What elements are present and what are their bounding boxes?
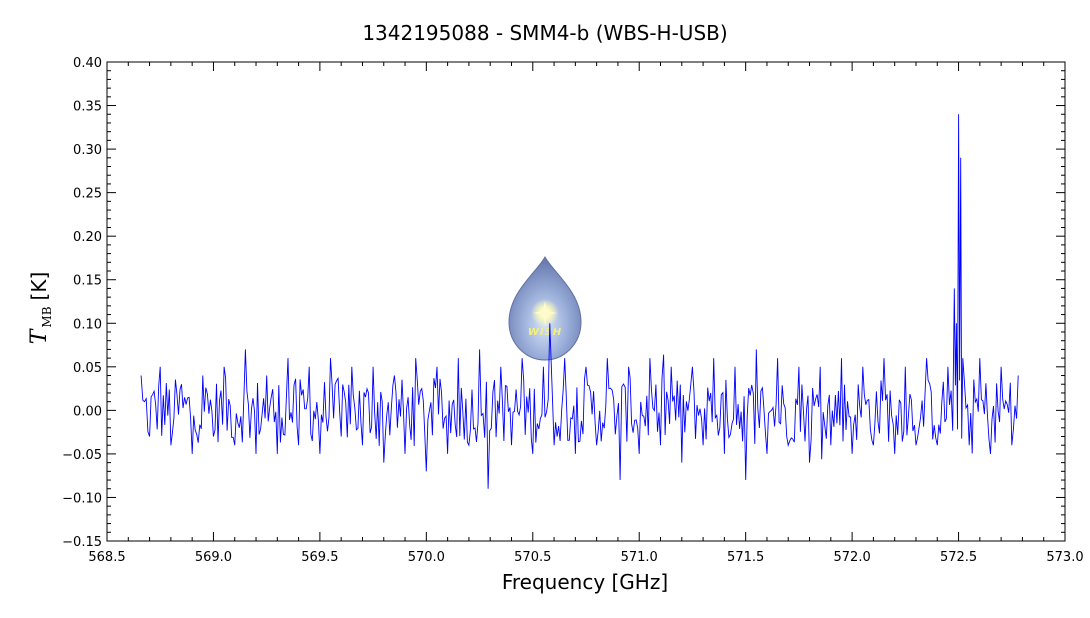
x-tick-label: 570.5	[514, 550, 551, 565]
x-tick-label: 572.0	[834, 550, 871, 565]
plot-frame	[106, 61, 1066, 542]
x-tick-label: 570.0	[408, 550, 445, 565]
x-tick-label: 571.0	[621, 550, 658, 565]
x-axis-title: Frequency [GHz]	[502, 570, 668, 594]
x-tick-label: 569.5	[301, 550, 338, 565]
x-tick-label: 573.0	[1046, 550, 1083, 565]
y-tick-label: 0.25	[73, 187, 102, 202]
wish-logo: WISH	[508, 255, 582, 361]
y-tick-label: −0.15	[62, 535, 102, 550]
y-tick-label: 0.10	[73, 317, 102, 332]
spectrum-line	[140, 114, 1019, 489]
x-tick-label: 571.5	[727, 550, 764, 565]
y-axis-subscript: MB	[40, 306, 54, 327]
chart-title: 1342195088 - SMM4-b (WBS-H-USB)	[362, 21, 727, 45]
y-tick-label: 0.30	[73, 143, 102, 158]
y-tick-label: −0.05	[62, 448, 102, 463]
y-axis-symbol: T	[27, 327, 52, 344]
y-tick-label: 0.35	[73, 100, 102, 115]
logo-text: WISH	[528, 327, 562, 338]
y-tick-label: 0.00	[73, 404, 102, 419]
y-tick-label: 0.15	[73, 274, 102, 289]
y-tick-label: 0.20	[73, 230, 102, 245]
y-tick-label: 0.40	[73, 56, 102, 71]
x-tick-label: 568.5	[88, 550, 125, 565]
y-tick-label: 0.05	[73, 361, 102, 376]
y-axis-unit: [K]	[27, 272, 51, 301]
x-tick-label: 569.0	[195, 550, 232, 565]
plot-area: 568.5 569.0 569.5 570.0 570.5 571.0 571.5 572.0…	[62, 56, 1083, 565]
logo-star-icon	[533, 301, 557, 325]
y-axis-title: TMB [K]	[27, 272, 54, 345]
x-tick-label: 572.5	[940, 550, 977, 565]
y-tick-label: −0.10	[62, 491, 102, 506]
